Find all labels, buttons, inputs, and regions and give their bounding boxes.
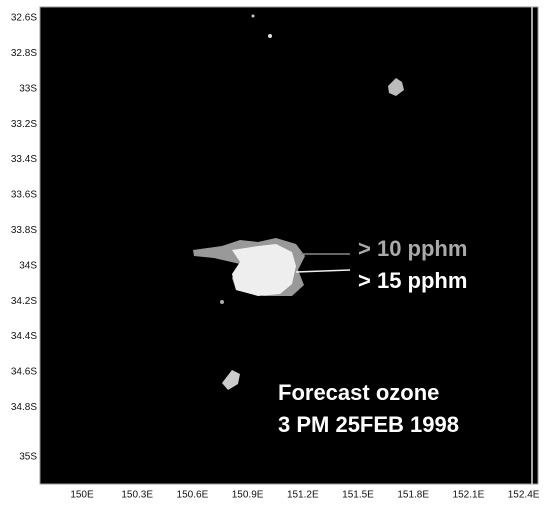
y-tick-label: 34S [19, 260, 37, 271]
caption: Forecast ozone [278, 380, 439, 405]
x-tick-label: 150.9E [232, 490, 264, 501]
x-tick-label: 150E [70, 490, 94, 501]
y-tick-label: 33.8S [11, 225, 37, 236]
y-tick-label: 34.2S [11, 296, 37, 307]
legend-label: > 10 pphm [358, 236, 467, 261]
y-tick-label: 34.4S [11, 331, 37, 342]
plume-15 [232, 244, 296, 296]
y-tick-label: 35S [19, 452, 37, 463]
y-tick-label: 33.6S [11, 190, 37, 201]
speck [220, 300, 224, 304]
y-tick-label: 33.4S [11, 154, 37, 165]
speck [268, 34, 272, 38]
x-tick-label: 151.2E [287, 490, 319, 501]
y-tick-label: 32.6S [11, 13, 37, 24]
x-tick-label: 152.4E [508, 490, 540, 501]
caption: 3 PM 25FEB 1998 [278, 412, 459, 437]
x-tick-label: 150.6E [177, 490, 209, 501]
y-tick-label: 34.6S [11, 367, 37, 378]
y-tick-label: 32.8S [11, 48, 37, 59]
x-tick-label: 151.5E [342, 490, 374, 501]
legend-label: > 15 pphm [358, 268, 467, 293]
map-figure: > 10 pphm > 15 pphm Forecast ozone 3 PM … [0, 0, 544, 508]
y-tick-label: 34.8S [11, 402, 37, 413]
x-tick-label: 150.3E [121, 490, 153, 501]
x-tick-label: 151.8E [397, 490, 429, 501]
y-tick-label: 33S [19, 83, 37, 94]
speck [252, 15, 255, 18]
x-tick-label: 152.1E [453, 490, 485, 501]
y-tick-label: 33.2S [11, 119, 37, 130]
